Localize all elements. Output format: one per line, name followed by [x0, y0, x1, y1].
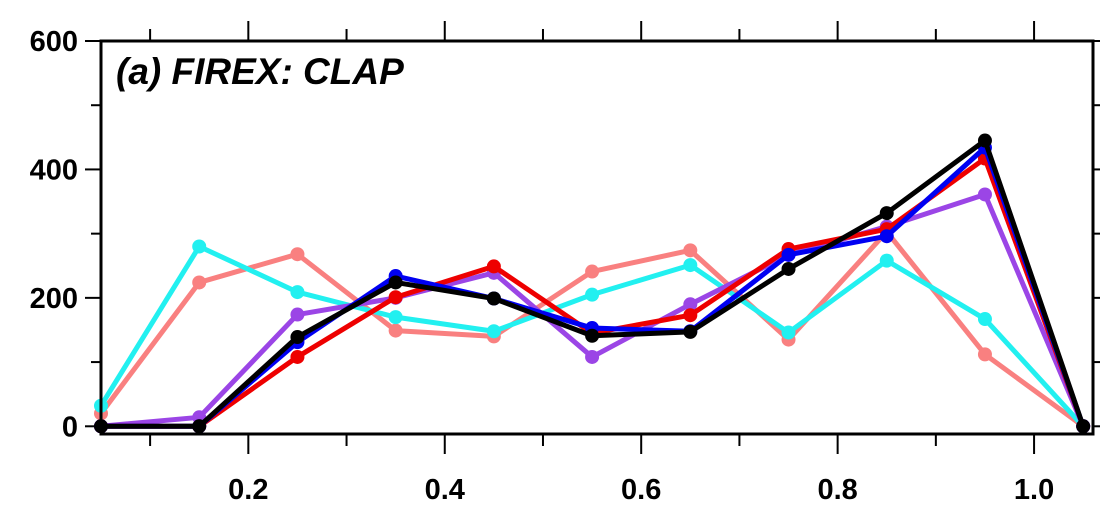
- data-point: [290, 307, 305, 322]
- y-tick-label: 0: [62, 411, 78, 443]
- data-point: [977, 312, 992, 327]
- y-tick-label: 400: [30, 154, 78, 186]
- data-point: [879, 253, 894, 268]
- data-point: [781, 325, 796, 340]
- data-point: [977, 187, 992, 202]
- y-tick-label: 600: [30, 26, 78, 58]
- data-point: [290, 349, 305, 364]
- data-point: [585, 264, 600, 279]
- data-point: [290, 247, 305, 262]
- tick-labels: 0.2 0.4 0.6 0.8 1.0 0 200 400 600: [30, 26, 1055, 506]
- data-point: [879, 206, 894, 221]
- x-tick-label: 0.8: [817, 474, 857, 506]
- axis-ticks: [85, 21, 1100, 454]
- series-line: [101, 138, 1086, 429]
- data-point: [486, 259, 501, 274]
- data-point: [585, 349, 600, 364]
- data-point: [388, 323, 403, 338]
- data-point: [683, 258, 698, 273]
- x-tick-label: 1.0: [1014, 474, 1054, 506]
- data-point: [683, 243, 698, 258]
- data-point: [683, 308, 698, 323]
- x-tick-label: 0.2: [228, 474, 268, 506]
- data-point: [192, 275, 207, 290]
- x-tick-label: 0.6: [621, 474, 661, 506]
- data-point: [585, 287, 600, 302]
- data-point: [977, 133, 992, 148]
- data-point: [290, 285, 305, 300]
- data-point: [388, 310, 403, 325]
- data-point: [781, 247, 796, 262]
- data-point: [486, 324, 501, 339]
- data-point: [1076, 419, 1091, 434]
- data-point: [683, 297, 698, 312]
- data-point: [781, 261, 796, 276]
- chart-title: (a) FIREX: CLAP: [116, 51, 404, 92]
- data-point: [683, 324, 698, 339]
- data-point: [388, 290, 403, 305]
- data-point: [290, 330, 305, 345]
- data-point: [388, 275, 403, 290]
- data-point: [486, 291, 501, 306]
- series-layer: [94, 133, 1091, 434]
- plot-frame: [99, 39, 1095, 436]
- x-tick-label: 0.4: [425, 474, 465, 506]
- series-6: [94, 133, 1091, 434]
- data-point: [585, 328, 600, 343]
- data-point: [192, 239, 207, 254]
- data-point: [879, 229, 894, 244]
- data-point: [192, 419, 207, 434]
- y-tick-label: 200: [30, 283, 78, 315]
- data-point: [977, 347, 992, 362]
